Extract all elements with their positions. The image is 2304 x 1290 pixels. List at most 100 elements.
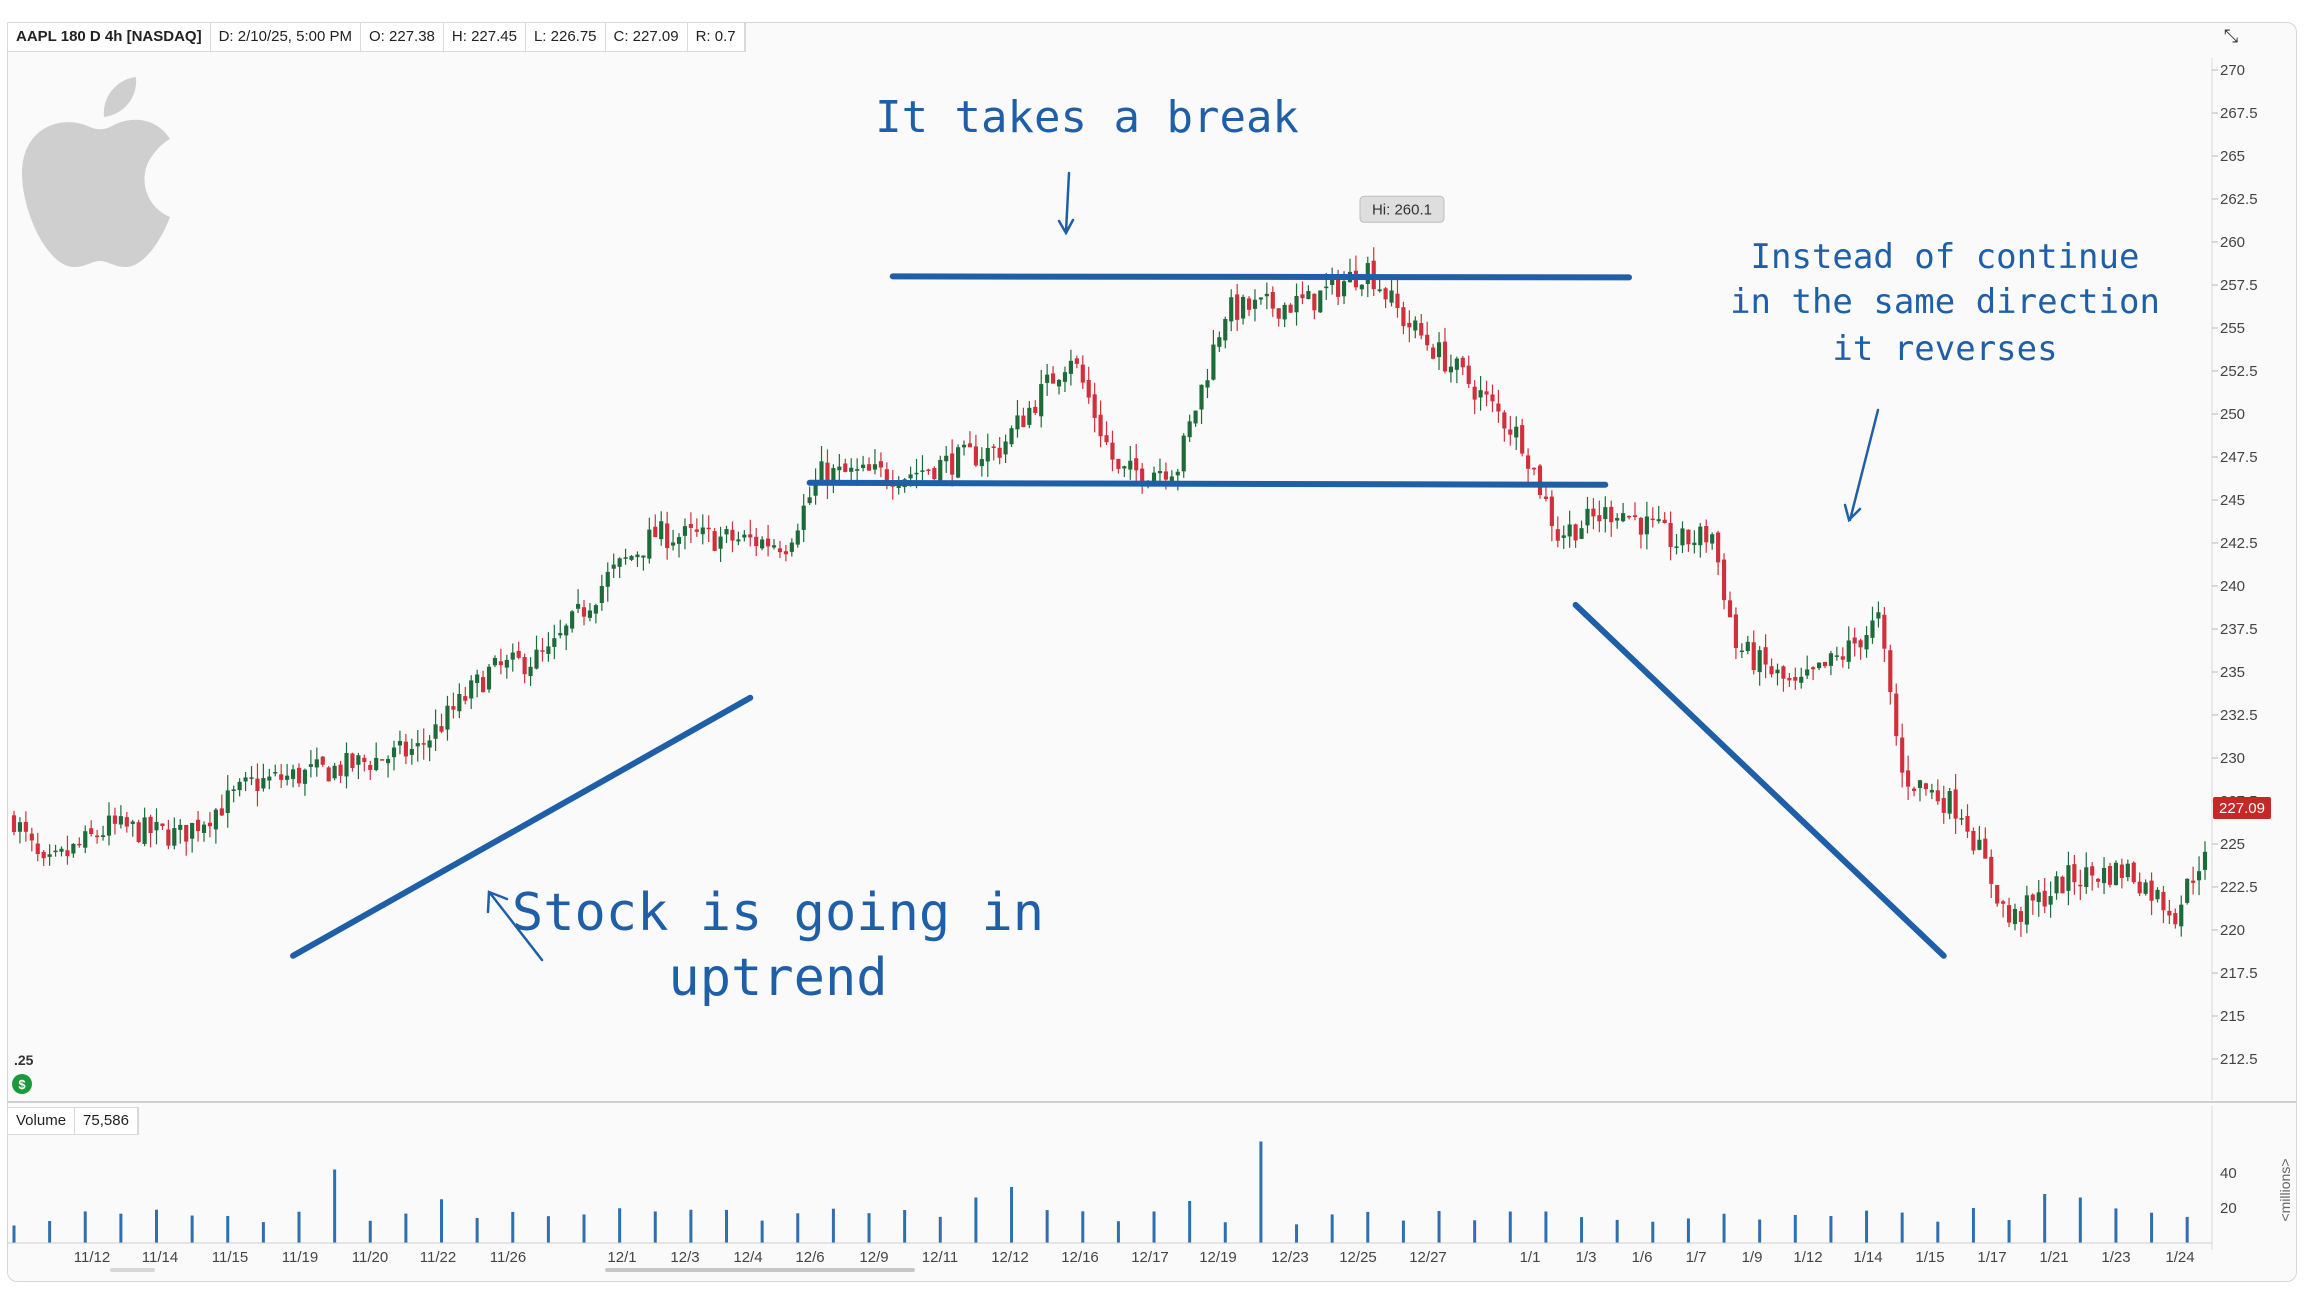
volume-bar — [1010, 1187, 1014, 1243]
date-tick-label: 12/4 — [733, 1249, 762, 1266]
arrow-right — [1843, 408, 1880, 523]
candle-body — [1377, 289, 1382, 292]
candle-body — [1698, 526, 1703, 546]
candle-body — [1062, 372, 1068, 382]
collapse-arrows-icon[interactable]: ⤡ — [2223, 26, 2239, 47]
candle-body — [332, 765, 337, 779]
volume-bar — [546, 1216, 550, 1243]
horizontal-level-line[interactable] — [806, 479, 1609, 488]
annotation-right-1: Instead of continue — [1751, 237, 2140, 277]
indicator-icon[interactable]: $ — [12, 1074, 32, 1094]
date-tick-label: 12/3 — [670, 1249, 699, 1266]
candle-body — [1312, 293, 1317, 311]
candle-body — [1894, 693, 1899, 737]
candle-body — [1632, 515, 1638, 518]
price-tick-label: 245 — [2220, 492, 2245, 509]
candle-body — [2196, 871, 2202, 881]
candle-body — [1223, 319, 1228, 341]
candle-body — [1567, 524, 1572, 537]
date-tick-label: 12/1 — [607, 1249, 636, 1266]
candle-body — [1941, 798, 1946, 813]
volume-bar — [440, 1199, 444, 1243]
candle-body — [2155, 889, 2160, 900]
date-tick-label: 11/20 — [352, 1249, 388, 1266]
price-tick-label: 260 — [2220, 234, 2245, 251]
candle-body — [463, 696, 468, 701]
candle-body — [635, 554, 640, 558]
candle-body — [2060, 876, 2065, 894]
candle-body — [296, 767, 302, 784]
date-tick-label: 12/9 — [859, 1249, 888, 1266]
volume-label: Volume — [8, 1108, 76, 1134]
candle-body — [154, 821, 159, 831]
candle-body — [641, 555, 646, 558]
candle-body — [534, 649, 539, 669]
annotation-arrows — [486, 171, 1880, 962]
candle-body — [2173, 913, 2178, 925]
price-tick-label: 240 — [2220, 578, 2245, 595]
candle-body — [653, 526, 658, 538]
candle-body — [1704, 526, 1709, 543]
horizontal-level-line[interactable] — [889, 273, 1633, 281]
volume-bar — [689, 1209, 693, 1243]
candle-body — [1929, 789, 1934, 793]
candle-body — [1769, 666, 1774, 675]
candle-body — [997, 447, 1002, 458]
date-axis: 11/12 11/14 11/15 11/19 11/20 11/22 11/26 12/1 1… — [74, 1249, 2195, 1266]
date-tick-label: 1/7 — [1686, 1249, 1707, 1266]
candle-body — [1626, 515, 1632, 518]
candle-body — [1395, 293, 1400, 308]
price-tick-label: 232.5 — [2220, 707, 2258, 724]
candle-body — [1585, 508, 1590, 526]
candle-body — [682, 526, 688, 536]
candle-body — [920, 470, 925, 472]
date-tick-label: 1/6 — [1632, 1249, 1653, 1266]
candle-body — [1923, 783, 1929, 790]
candle-body — [1282, 304, 1287, 320]
candle-body — [100, 835, 106, 837]
volume-bar — [938, 1216, 942, 1243]
candle-body — [433, 724, 438, 739]
candle-body — [326, 767, 331, 782]
candle-body — [83, 831, 88, 848]
candle-body — [581, 607, 587, 617]
candle-body — [1537, 465, 1543, 496]
candle-body — [1650, 518, 1655, 521]
volume-bar — [297, 1211, 301, 1243]
candle-body — [1460, 357, 1465, 368]
scrollbar-left[interactable] — [110, 1268, 155, 1272]
candle-body — [1193, 410, 1198, 424]
candle-body — [1721, 559, 1727, 601]
small-label: .25 — [14, 1052, 34, 1068]
scrollbar-thumb[interactable] — [605, 1268, 915, 1272]
candle-body — [1840, 656, 1845, 660]
trend-line[interactable] — [1572, 601, 1947, 959]
date-tick-label: 1/17 — [1977, 1249, 2006, 1266]
trend-line[interactable] — [290, 694, 754, 959]
date-tick-label: 12/16 — [1061, 1249, 1099, 1266]
candle-body — [1359, 284, 1364, 290]
volume-bar — [1081, 1211, 1085, 1243]
volume-bar — [974, 1197, 978, 1243]
candle-body — [1692, 542, 1697, 546]
candle-body — [486, 666, 492, 690]
date-tick-label: 1/14 — [1853, 1249, 1882, 1266]
candle-body — [2024, 895, 2029, 925]
volume-bar — [1758, 1219, 1762, 1243]
candle-body — [1401, 307, 1406, 327]
candle-body — [2202, 851, 2208, 870]
candle-body — [1045, 374, 1050, 383]
candle-body — [771, 545, 777, 548]
volume-bar — [48, 1221, 52, 1243]
candle-body — [510, 652, 515, 660]
price-tick-label: 220 — [2220, 922, 2245, 939]
candle-body — [439, 726, 444, 732]
volume-bar — [1401, 1220, 1405, 1243]
candle-body — [475, 674, 480, 684]
price-tick-label: 270 — [2220, 62, 2245, 79]
candle-body — [148, 816, 153, 833]
candle-body — [492, 657, 498, 666]
candle-body — [1027, 407, 1032, 425]
candle-body — [2101, 867, 2107, 884]
